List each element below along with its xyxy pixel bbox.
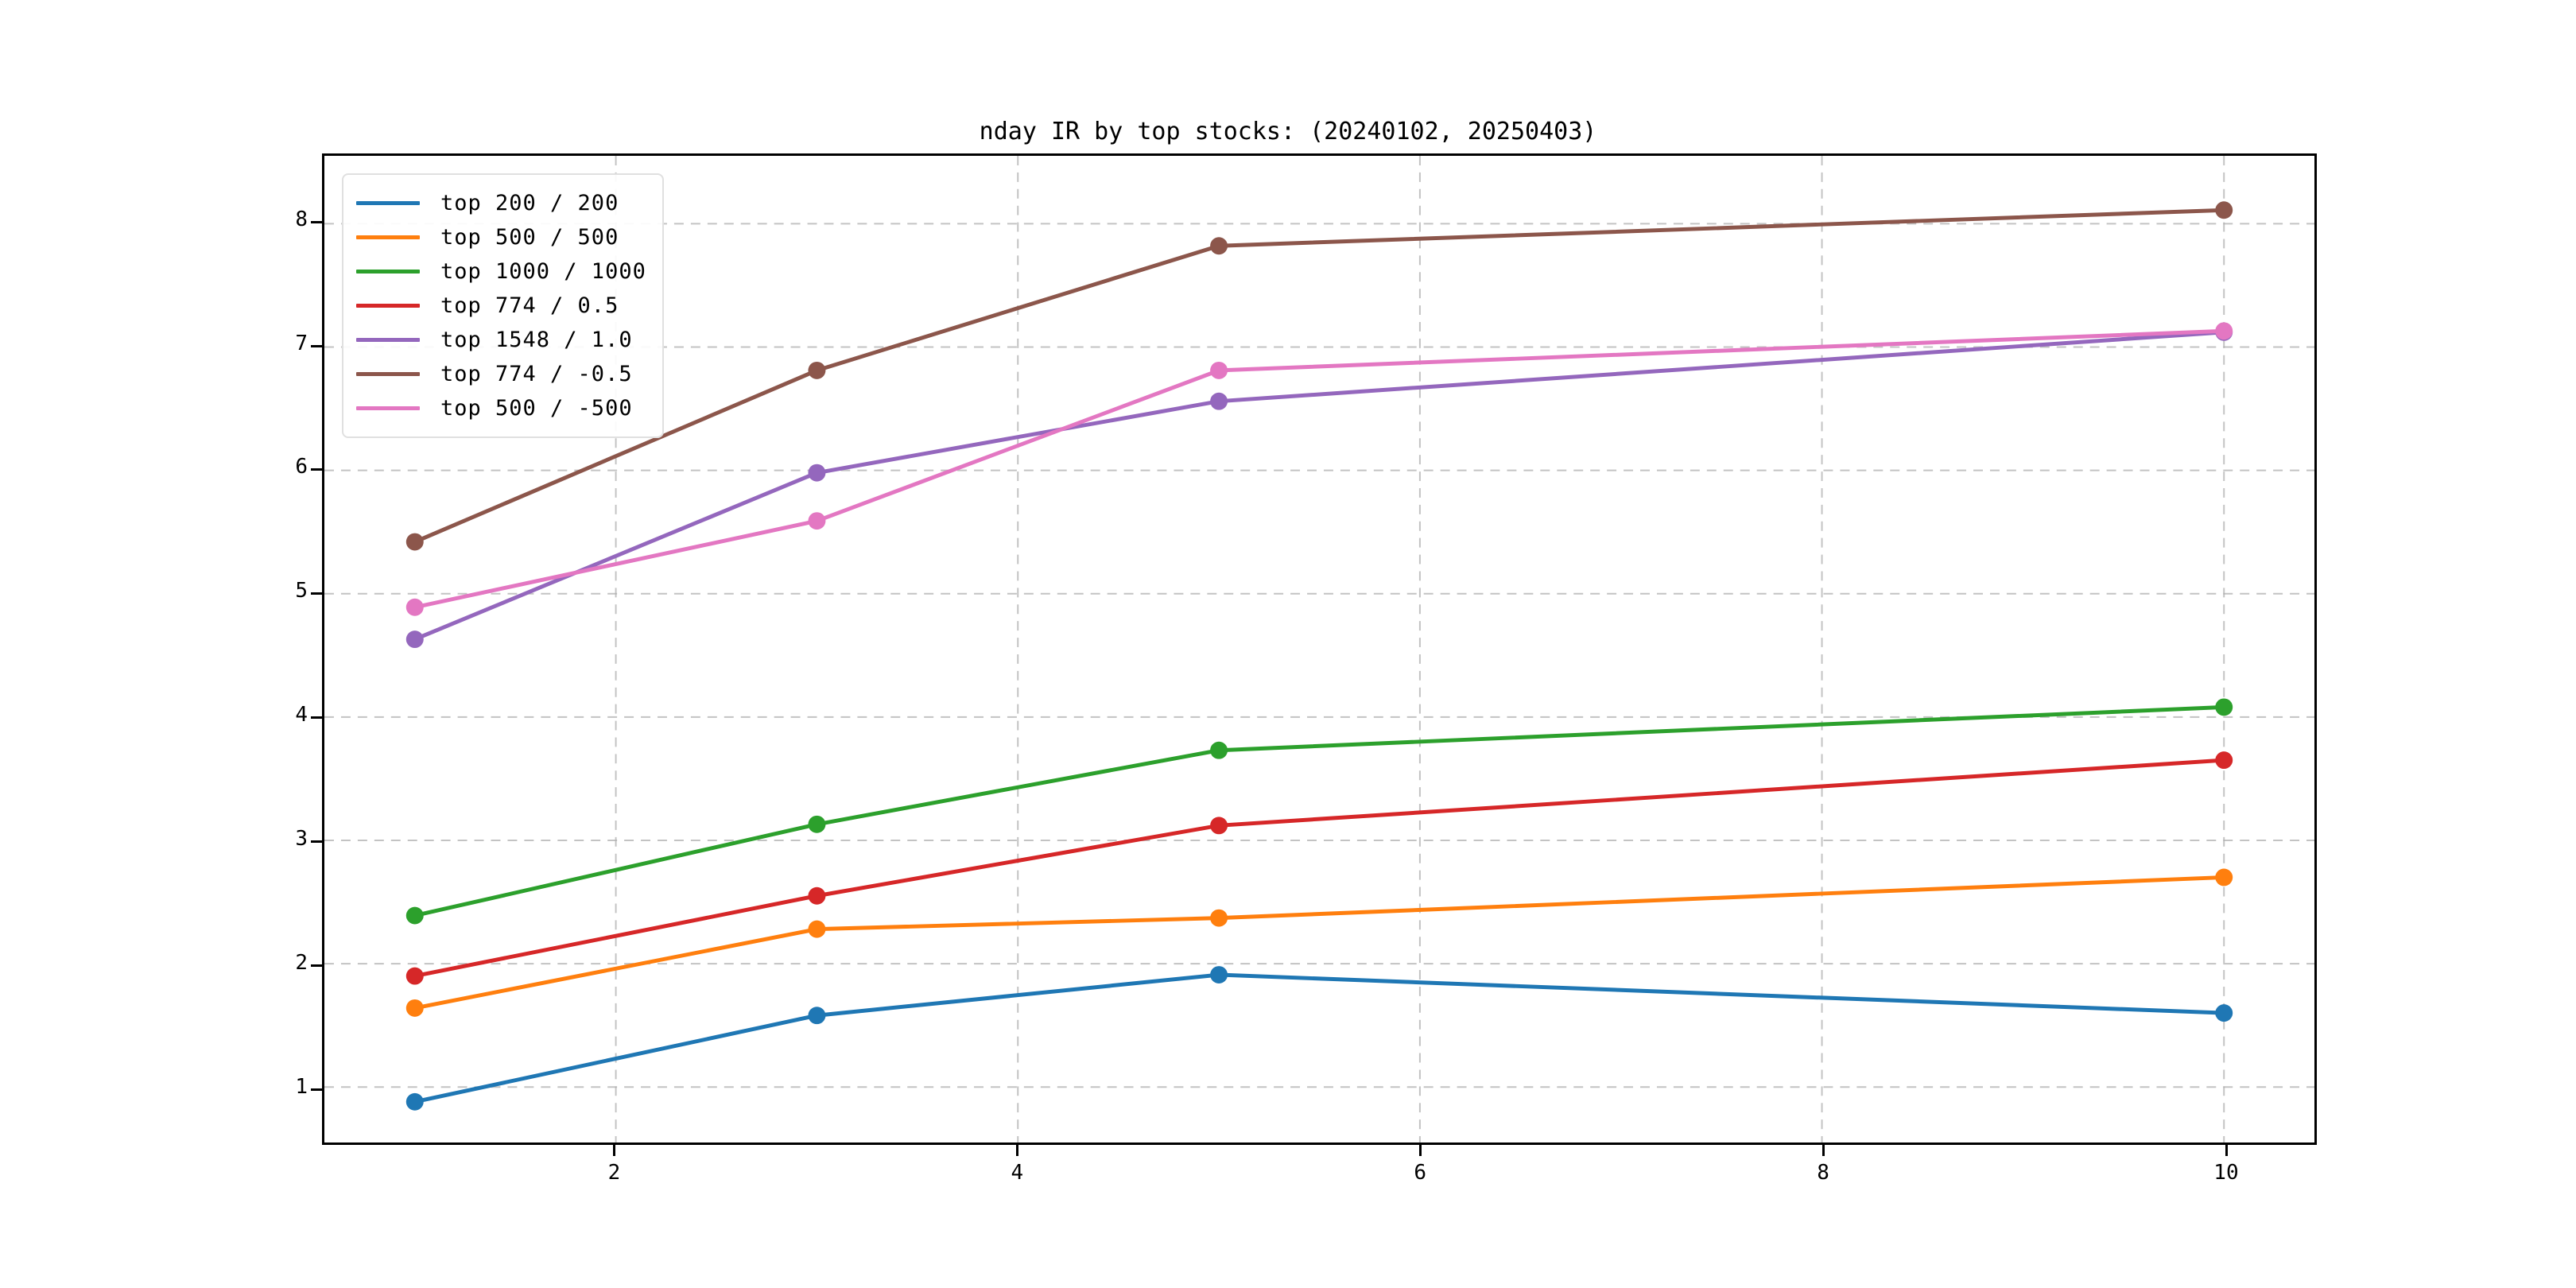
y-tick-label: 4 (295, 703, 308, 727)
x-tick-label: 8 (1817, 1161, 1829, 1185)
y-tick-label: 8 (295, 207, 308, 231)
data-point-marker[interactable] (1210, 909, 1228, 927)
y-tick-mark (311, 344, 322, 347)
legend-item[interactable]: top 200 / 200 (356, 186, 646, 220)
legend-item[interactable]: top 500 / -500 (356, 391, 646, 425)
y-tick-label: 6 (295, 455, 308, 479)
legend-item[interactable]: top 1548 / 1.0 (356, 323, 646, 357)
data-point-marker[interactable] (1210, 361, 1228, 379)
legend-label: top 200 / 200 (440, 191, 619, 215)
legend-color-swatch (356, 270, 420, 274)
y-tick-mark (311, 964, 322, 967)
data-point-marker[interactable] (405, 1092, 424, 1111)
legend-label: top 1000 / 1000 (440, 259, 646, 284)
data-point-marker[interactable] (808, 886, 826, 905)
legend-label: top 774 / -0.5 (440, 362, 633, 386)
x-tick-mark (613, 1145, 616, 1156)
legend-color-swatch (356, 338, 420, 342)
plot-svg (324, 156, 2314, 1143)
legend-color-swatch (356, 235, 420, 239)
data-point-marker[interactable] (2215, 868, 2233, 886)
x-tick-label: 6 (1414, 1161, 1427, 1185)
series-line (413, 208, 2226, 545)
data-point-marker[interactable] (808, 361, 826, 379)
series-lines (405, 201, 2233, 1111)
data-point-marker[interactable] (405, 598, 424, 616)
legend-item[interactable]: top 1000 / 1000 (356, 254, 646, 289)
data-point-marker[interactable] (808, 1007, 826, 1025)
data-point-marker[interactable] (1210, 741, 1228, 759)
x-tick-label: 4 (1011, 1161, 1024, 1185)
data-point-marker[interactable] (1210, 966, 1228, 983)
data-point-marker[interactable] (2215, 751, 2233, 770)
x-tick-label: 10 (2213, 1161, 2239, 1185)
data-point-marker[interactable] (808, 512, 826, 530)
y-tick-mark (311, 1088, 322, 1091)
data-point-marker[interactable] (405, 999, 424, 1017)
legend-item[interactable]: top 774 / -0.5 (356, 357, 646, 391)
x-tick-label: 2 (607, 1161, 621, 1185)
data-point-marker[interactable] (1210, 392, 1228, 410)
legend-item[interactable]: top 774 / 0.5 (356, 289, 646, 323)
data-point-marker[interactable] (2215, 322, 2233, 340)
y-tick-mark (311, 716, 322, 720)
plot-area: top 200 / 200 top 500 / 500 top 1000 / 100… (322, 153, 2317, 1145)
legend-color-swatch (356, 372, 420, 376)
x-tick-mark (2225, 1145, 2228, 1156)
legend-label: top 500 / 500 (440, 225, 619, 250)
legend-color-swatch (356, 406, 420, 410)
y-tick-label: 5 (295, 579, 308, 603)
series-line (413, 328, 2226, 610)
series-line (413, 875, 2226, 1011)
data-point-marker[interactable] (808, 464, 826, 482)
legend-color-swatch (356, 304, 420, 308)
y-tick-label: 7 (295, 331, 308, 355)
y-tick-mark (311, 468, 322, 471)
y-tick-mark (311, 220, 322, 223)
series-line (413, 758, 2226, 979)
data-point-marker[interactable] (1210, 817, 1228, 835)
x-tick-mark (1016, 1145, 1019, 1156)
page-title: nday IR by top stocks: (20240102, 202504… (979, 118, 1597, 145)
y-tick-mark (311, 840, 322, 844)
data-point-marker[interactable] (405, 906, 424, 925)
legend-label: top 500 / -500 (440, 396, 633, 421)
data-point-marker[interactable] (405, 630, 424, 649)
y-tick-mark (311, 592, 322, 596)
series-line (413, 972, 2226, 1104)
data-point-marker[interactable] (808, 920, 826, 938)
legend-item[interactable]: top 500 / 500 (356, 220, 646, 254)
legend-label: top 1548 / 1.0 (440, 328, 633, 352)
y-tick-label: 2 (295, 950, 308, 975)
data-point-marker[interactable] (2215, 1004, 2233, 1022)
legend[interactable]: top 200 / 200 top 500 / 500 top 1000 / 100… (342, 173, 664, 438)
data-point-marker[interactable] (405, 533, 424, 551)
data-point-marker[interactable] (808, 815, 826, 833)
x-tick-mark (1419, 1145, 1422, 1156)
data-point-marker[interactable] (405, 967, 424, 985)
y-tick-label: 3 (295, 827, 308, 852)
data-point-marker[interactable] (2215, 698, 2233, 716)
x-tick-mark (1822, 1145, 1825, 1156)
legend-color-swatch (356, 201, 420, 205)
series-line (413, 330, 2226, 642)
data-point-marker[interactable] (2215, 201, 2233, 219)
series-line (413, 704, 2226, 918)
y-tick-label: 1 (295, 1074, 308, 1099)
data-point-marker[interactable] (1210, 237, 1228, 255)
legend-label: top 774 / 0.5 (440, 293, 619, 318)
